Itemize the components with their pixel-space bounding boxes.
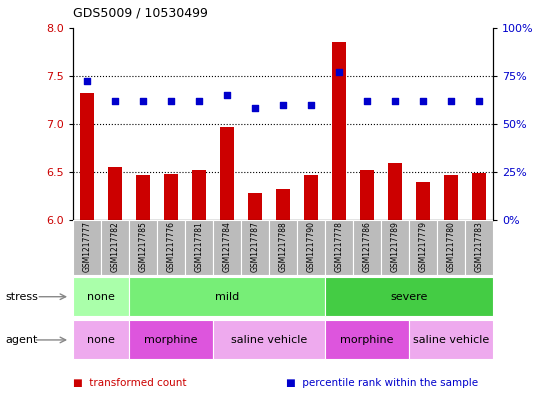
Point <box>194 97 203 104</box>
Text: severe: severe <box>390 292 427 302</box>
Bar <box>213 220 241 275</box>
Point <box>446 97 455 104</box>
Text: ■  transformed count: ■ transformed count <box>73 378 186 388</box>
Bar <box>101 220 129 275</box>
Text: GSM1217782: GSM1217782 <box>110 221 119 272</box>
Point <box>166 97 175 104</box>
Bar <box>465 220 493 275</box>
Text: mild: mild <box>214 292 239 302</box>
Bar <box>409 220 437 275</box>
Bar <box>129 277 325 316</box>
Bar <box>381 220 409 275</box>
Text: none: none <box>87 335 115 345</box>
Bar <box>416 182 430 220</box>
Bar <box>444 175 458 220</box>
Text: none: none <box>87 292 115 302</box>
Text: GSM1217786: GSM1217786 <box>362 221 371 272</box>
Bar <box>73 220 101 275</box>
Bar <box>388 163 402 220</box>
Point <box>222 92 231 98</box>
Text: GSM1217783: GSM1217783 <box>474 221 483 272</box>
Bar <box>129 321 213 359</box>
Bar <box>353 220 381 275</box>
Text: GSM1217788: GSM1217788 <box>278 221 287 272</box>
Point <box>390 97 399 104</box>
Bar <box>472 173 486 220</box>
Bar <box>185 220 213 275</box>
Bar <box>213 321 325 359</box>
Text: GSM1217778: GSM1217778 <box>334 221 343 272</box>
Text: GSM1217789: GSM1217789 <box>390 221 399 272</box>
Bar <box>136 175 150 220</box>
Bar <box>325 220 353 275</box>
Bar <box>325 277 493 316</box>
Bar <box>304 175 318 220</box>
Bar <box>157 220 185 275</box>
Bar <box>80 93 94 220</box>
Text: ■  percentile rank within the sample: ■ percentile rank within the sample <box>286 378 478 388</box>
Bar <box>409 321 493 359</box>
Bar <box>437 220 465 275</box>
Point <box>306 101 315 108</box>
Bar <box>73 321 129 359</box>
Text: GSM1217785: GSM1217785 <box>138 221 147 272</box>
Point <box>250 105 259 112</box>
Bar <box>129 220 157 275</box>
Bar <box>241 220 269 275</box>
Bar <box>164 174 178 220</box>
Bar <box>220 127 234 220</box>
Text: GSM1217776: GSM1217776 <box>166 221 175 272</box>
Point <box>474 97 483 104</box>
Bar <box>73 277 129 316</box>
Point <box>334 69 343 75</box>
Point <box>110 97 119 104</box>
Bar <box>276 189 290 220</box>
Bar <box>332 42 346 220</box>
Text: GSM1217777: GSM1217777 <box>82 221 91 272</box>
Text: agent: agent <box>6 335 38 345</box>
Point <box>82 78 91 84</box>
Bar <box>192 170 206 220</box>
Text: GSM1217790: GSM1217790 <box>306 221 315 272</box>
Point <box>362 97 371 104</box>
Text: GSM1217779: GSM1217779 <box>418 221 427 272</box>
Text: GDS5009 / 10530499: GDS5009 / 10530499 <box>73 7 208 20</box>
Text: morphine: morphine <box>144 335 198 345</box>
Bar <box>269 220 297 275</box>
Text: GSM1217781: GSM1217781 <box>194 221 203 272</box>
Text: GSM1217780: GSM1217780 <box>446 221 455 272</box>
Text: GSM1217787: GSM1217787 <box>250 221 259 272</box>
Bar <box>248 193 262 220</box>
Text: GSM1217784: GSM1217784 <box>222 221 231 272</box>
Text: saline vehicle: saline vehicle <box>231 335 307 345</box>
Bar <box>325 321 409 359</box>
Text: morphine: morphine <box>340 335 394 345</box>
Text: saline vehicle: saline vehicle <box>413 335 489 345</box>
Point <box>278 101 287 108</box>
Bar <box>108 167 122 220</box>
Bar <box>297 220 325 275</box>
Point <box>418 97 427 104</box>
Bar <box>360 170 374 220</box>
Text: stress: stress <box>6 292 39 302</box>
Point <box>138 97 147 104</box>
